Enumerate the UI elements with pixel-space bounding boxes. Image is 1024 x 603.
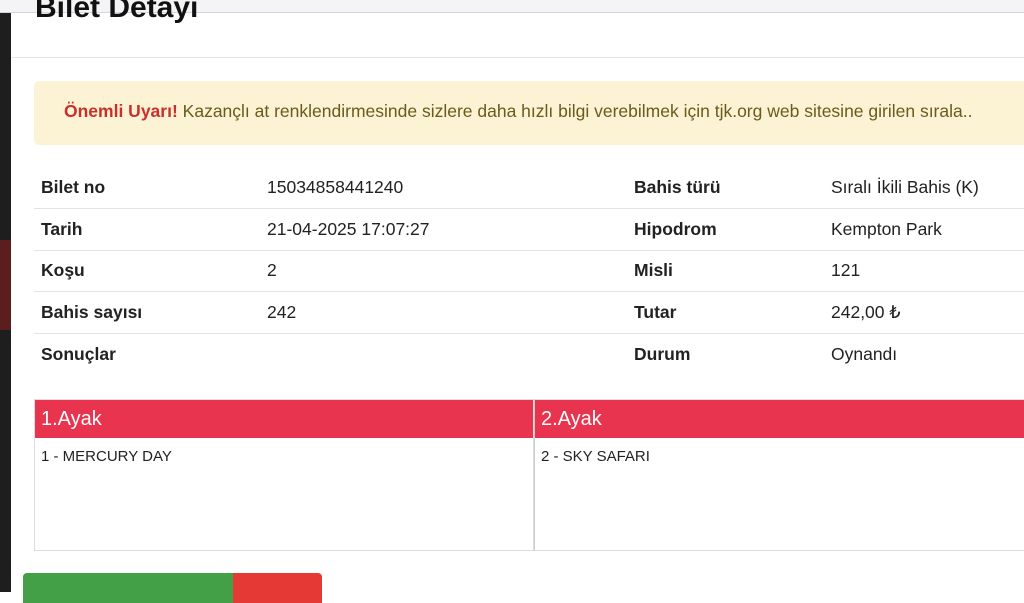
green-action-button[interactable] bbox=[23, 573, 233, 603]
label: Bahis sayısı bbox=[34, 291, 260, 334]
alert-text: Kazançlı at renklendirmesinde sizlere da… bbox=[177, 101, 973, 121]
value: 121 bbox=[824, 250, 1024, 292]
leg-1: 1.Ayak 1 - MERCURY DAY bbox=[34, 399, 534, 551]
value: 15034858441240 bbox=[260, 167, 627, 209]
modal-title: Bilet Detayı bbox=[35, 0, 199, 24]
leg-horse: 1 - MERCURY DAY bbox=[41, 448, 172, 465]
table-row: Bahis sayısı 242 Tutar 242,00 ₺ bbox=[34, 291, 1024, 334]
value bbox=[260, 333, 627, 375]
header-divider bbox=[11, 57, 1024, 58]
table-row: Bilet no 15034858441240 Bahis türü Sıralı İ… bbox=[34, 167, 1024, 209]
label: Tarih bbox=[34, 208, 260, 251]
value: Sıralı İkili Bahis (K) bbox=[824, 167, 1024, 209]
leg-header: 1.Ayak bbox=[35, 400, 533, 438]
leg-horse: 2 - SKY SAFARI bbox=[541, 448, 650, 465]
table-row: Koşu 2 Misli 121 bbox=[34, 250, 1024, 292]
ticket-detail-modal: Bilet Detayı Önemli Uyarı! Kazançlı at r… bbox=[11, 0, 1024, 592]
label: Bahis türü bbox=[627, 167, 824, 209]
alert-strong: Önemli Uyarı! bbox=[64, 101, 178, 121]
page-backdrop bbox=[0, 0, 11, 592]
leg-2: 2.Ayak 2 - SKY SAFARI bbox=[534, 399, 1024, 551]
ticket-details-table: Bilet no 15034858441240 Bahis türü Sıralı İ… bbox=[34, 167, 1024, 375]
value: Kempton Park bbox=[824, 208, 1024, 251]
table-row: Sonuçlar Durum Oynandı bbox=[34, 333, 1024, 375]
label: Bilet no bbox=[34, 167, 260, 209]
label: Sonuçlar bbox=[41, 343, 116, 364]
value: 242,00 ₺ bbox=[824, 291, 1024, 334]
label: Misli bbox=[627, 250, 824, 292]
action-buttons bbox=[23, 573, 322, 603]
value: 242 bbox=[260, 291, 627, 334]
label: Durum bbox=[634, 343, 691, 364]
red-action-button[interactable] bbox=[233, 573, 322, 603]
value: 2 bbox=[260, 250, 627, 292]
label: Tutar bbox=[627, 291, 824, 334]
table-row: Tarih 21-04-2025 17:07:27 Hipodrom Kempton … bbox=[34, 208, 1024, 251]
legs-panel: 1.Ayak 1 - MERCURY DAY 2.Ayak 2 - SKY SAFA… bbox=[34, 399, 1024, 551]
browser-top-bar bbox=[0, 0, 1024, 13]
label: Hipodrom bbox=[627, 208, 824, 251]
warning-alert: Önemli Uyarı! Kazançlı at renklendirmesi… bbox=[34, 81, 1024, 145]
leg-header: 2.Ayak bbox=[535, 400, 1024, 438]
label: Koşu bbox=[34, 250, 260, 292]
value: Oynandı bbox=[831, 343, 898, 364]
value: 21-04-2025 17:07:27 bbox=[260, 208, 627, 251]
